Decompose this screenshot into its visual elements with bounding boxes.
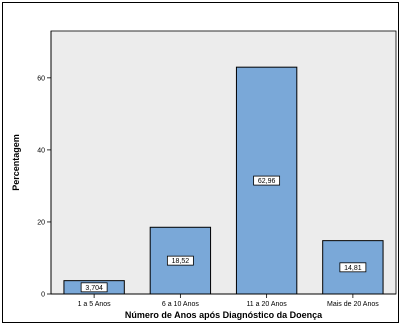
x-tick-label-0: 1 a 5 Anos: [78, 301, 112, 308]
x-tick-label-2: 11 a 20 Anos: [246, 301, 287, 308]
data-label-0: 3,704: [85, 285, 103, 292]
data-label-box-1: [166, 255, 194, 266]
y-tick-label-1: 20: [37, 219, 45, 226]
data-label-box-2: [253, 175, 281, 186]
x-axis-title: Número de Anos após Diagnóstico da Doenç…: [125, 310, 323, 320]
x-tick-label-3: Mais de 20 Anos: [327, 301, 379, 308]
data-label-1: 18,52: [172, 258, 190, 265]
y-tick-label-0: 0: [41, 292, 45, 299]
bar-chart: 0 20 40 60 1 a 5 Anos 6 a 10 Anos 11 a 20 Ano…: [11, 30, 397, 320]
x-tick-label-1: 6 a 10 Anos: [162, 301, 199, 308]
data-label-box-3: [339, 262, 367, 273]
y-axis: 0 20 40 60: [37, 31, 52, 299]
x-axis: 1 a 5 Anos 6 a 10 Anos 11 a 20 Anos Mais de…: [51, 293, 396, 308]
data-label-2: 62,96: [258, 178, 276, 185]
y-axis-title: Percentagem: [11, 134, 21, 191]
y-tick-label-3: 60: [37, 75, 45, 82]
data-label-box-0: [80, 282, 108, 293]
data-label-3: 14,81: [344, 265, 362, 272]
chart-frame: 0 20 40 60 1 a 5 Anos 6 a 10 Anos 11 a 20 Ano…: [2, 2, 399, 323]
y-tick-label-2: 40: [37, 147, 45, 154]
bars: 3,704 18,52 62,96 14,81: [63, 66, 384, 295]
